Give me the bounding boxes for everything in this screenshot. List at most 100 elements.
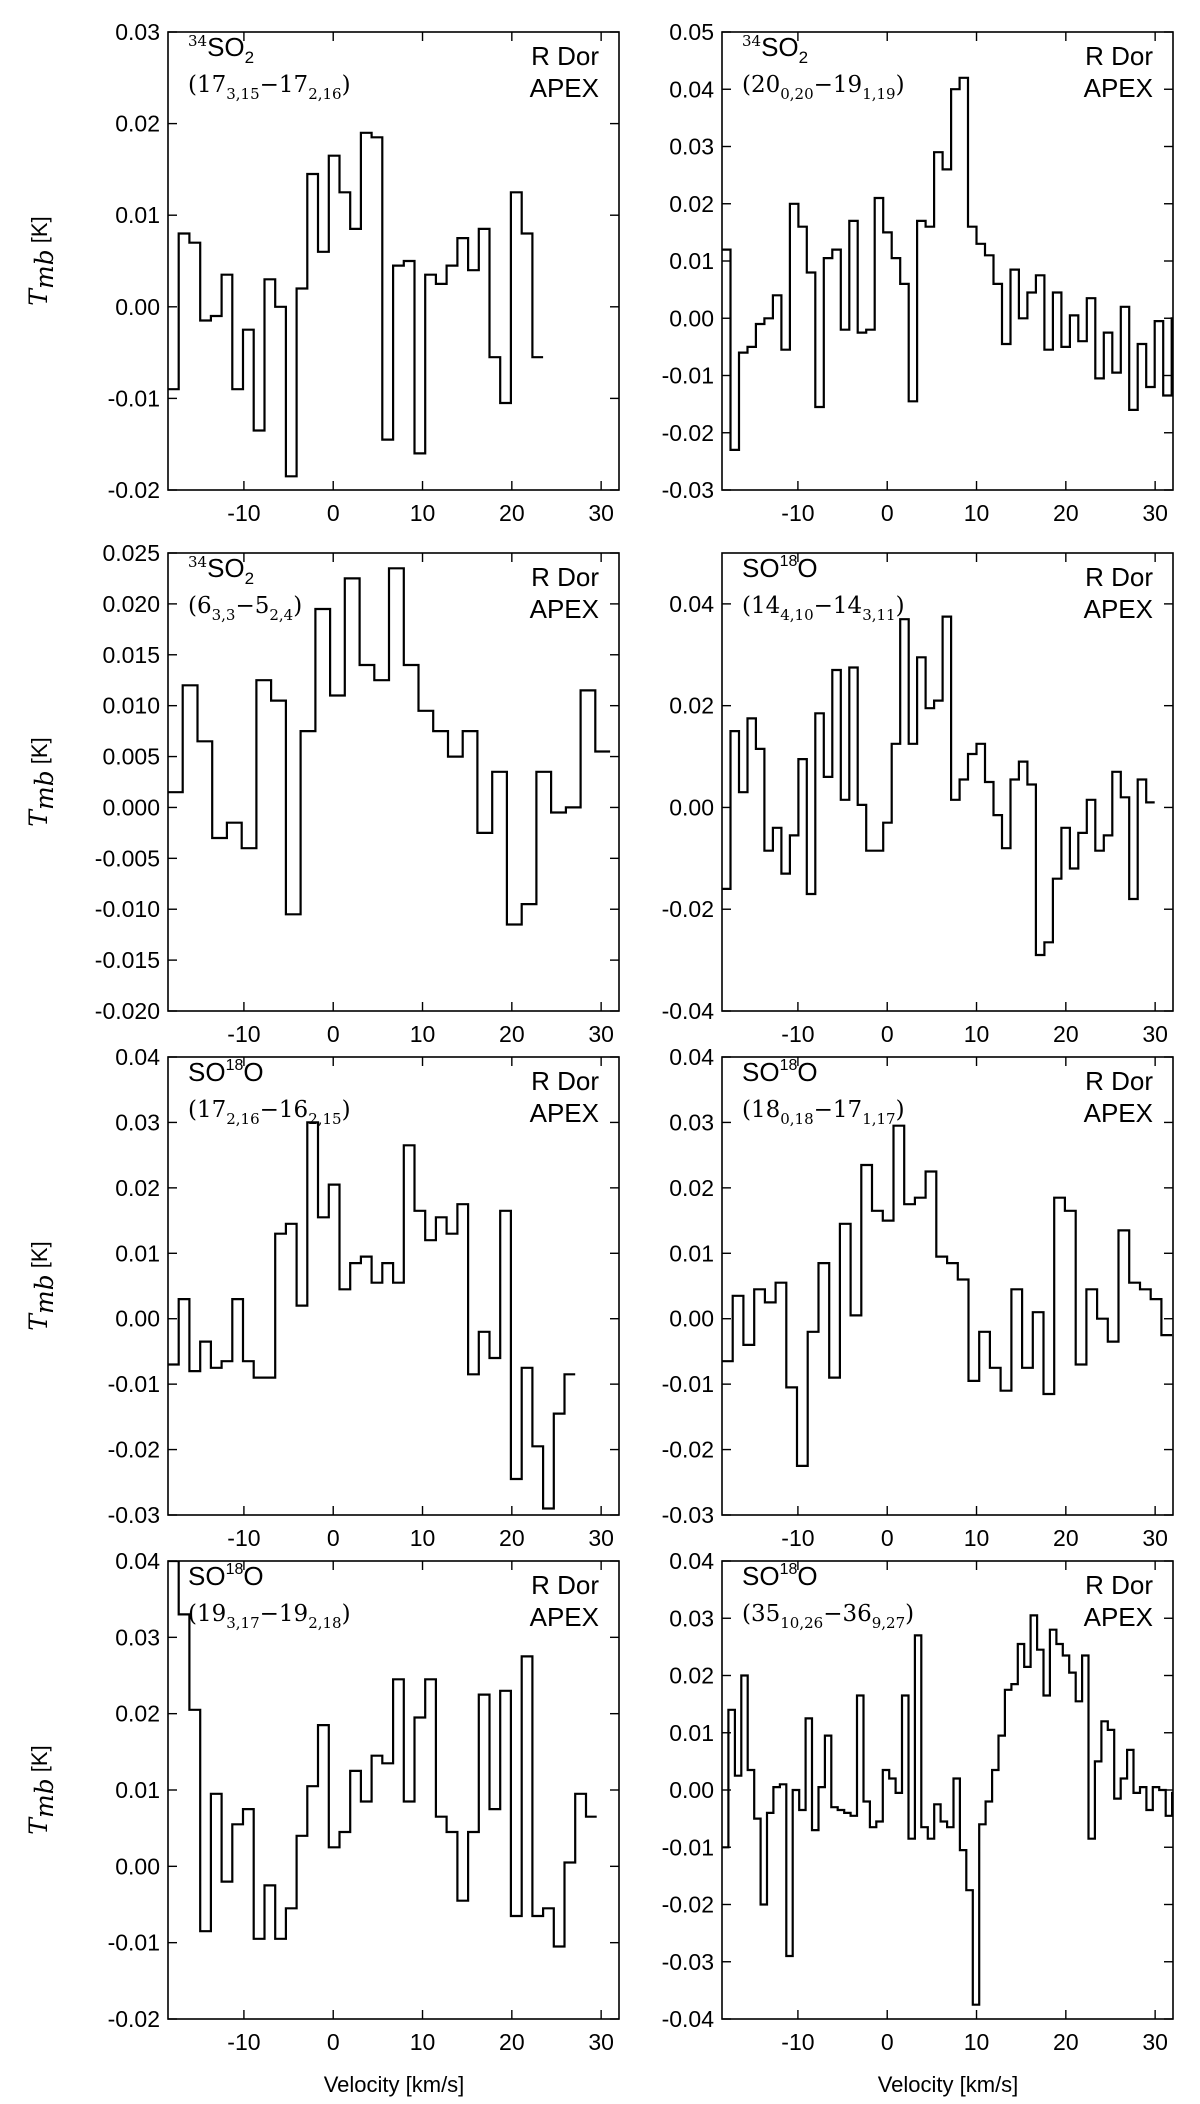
y-tick-label: 0.02 <box>115 1175 160 1201</box>
y-tick-label: -0.03 <box>662 477 714 503</box>
molecule-subscript: 2 <box>245 569 254 588</box>
x-tick-label: 30 <box>1142 1525 1168 1551</box>
transition-label: (200,20−191,19) <box>742 72 905 103</box>
source-label: R Dor <box>531 1066 599 1096</box>
x-tick-label: 0 <box>327 1525 340 1551</box>
spectrum-line <box>722 1124 1173 1467</box>
x-tick-label: -10 <box>781 500 814 526</box>
transition-label: (3510,26−369,27) <box>742 1601 914 1632</box>
plot-frame <box>167 31 620 491</box>
x-tick-label: 0 <box>881 1525 894 1551</box>
transition-upper: (6 <box>188 593 212 619</box>
molecule-label: 34SO2 <box>742 32 808 67</box>
y-tick-label: 0.01 <box>115 202 160 228</box>
panel-1: -10 0 10 20 30 0.03 0.02 0.01 0.00 -0.01 -0.02 Tmb … <box>24 19 620 526</box>
y-tick-label: 0.020 <box>102 591 160 617</box>
y-tick-label: 0.03 <box>669 1605 714 1631</box>
x-tick-label: 0 <box>881 2029 894 2055</box>
transition-lower-subscript: 2,15 <box>308 1110 341 1128</box>
molecule-subscript: 2 <box>245 48 254 67</box>
transition-upper: (20 <box>742 72 780 98</box>
transition-upper: (17 <box>188 72 226 98</box>
isotope-superscript: 18 <box>780 1057 798 1074</box>
y-tick-label: -0.01 <box>108 385 160 411</box>
y-tick-label: -0.04 <box>662 998 715 1024</box>
molecule-label: SO18O <box>742 1561 818 1591</box>
molecule-base: SO <box>188 1057 226 1087</box>
y-tick-label: 0.00 <box>115 294 160 320</box>
panel-6: -10 0 10 20 30 0.04 0.03 0.02 0.01 0.00 -0.01 -0.02… <box>662 1044 1174 1551</box>
spectrum-line <box>168 567 611 926</box>
transition-lower-subscript: 9,27 <box>872 1614 905 1632</box>
telescope-label: APEX <box>530 73 599 103</box>
molecule-subscript: 2 <box>799 48 808 67</box>
y-tick-label: -0.01 <box>108 1371 160 1397</box>
y-tick-label: -0.020 <box>95 998 160 1024</box>
y-tick-label: 0.00 <box>669 305 714 331</box>
y-tick-label: 0.005 <box>102 744 160 770</box>
x-tick-label: 20 <box>1053 500 1079 526</box>
molecule-label: 34SO2 <box>188 553 254 588</box>
x-tick-label: 30 <box>1142 500 1168 526</box>
y-tick-label: 0.010 <box>102 693 160 719</box>
y-tick-label: 0.00 <box>115 1306 160 1332</box>
y-axis-label: Tmb [K] <box>24 737 59 826</box>
molecule-label: SO18O <box>188 1057 264 1087</box>
isotope-superscript: 34 <box>188 553 207 571</box>
y-tick-label: -0.01 <box>662 1371 714 1397</box>
x-tick-label: 10 <box>964 1021 990 1047</box>
transition-close: ) <box>905 1601 914 1627</box>
x-tick-label: 10 <box>410 500 436 526</box>
transition-lower-subscript: 2,16 <box>308 85 341 103</box>
molecule-label: 34SO2 <box>188 32 254 67</box>
source-label: R Dor <box>531 1570 599 1600</box>
y-axis-label-subscript: mb <box>30 1274 59 1314</box>
y-tick-label: 0.04 <box>669 1044 714 1070</box>
y-tick-label: 0.03 <box>115 19 160 45</box>
transition-close: ) <box>342 1097 351 1123</box>
x-tick-label: 10 <box>410 1021 436 1047</box>
transition-lower-subscript: 2,18 <box>308 1614 341 1632</box>
source-label: R Dor <box>1085 41 1153 71</box>
x-tick-label: 20 <box>1053 1021 1079 1047</box>
transition-lower: −17 <box>260 72 309 98</box>
x-tick-label: 30 <box>588 1525 614 1551</box>
panel-2: -10 0 10 20 30 0.05 0.04 0.03 0.02 0.01 0.00 -0.01 -… <box>662 19 1174 526</box>
transition-lower: −16 <box>260 1097 309 1123</box>
transition-label: (144,10−143,11) <box>742 593 905 624</box>
y-tick-label: -0.02 <box>108 2006 160 2032</box>
y-tick-label: 0.01 <box>669 1720 714 1746</box>
x-tick-label: 0 <box>327 500 340 526</box>
x-tick-label: 30 <box>588 1021 614 1047</box>
y-tick-label: -0.03 <box>108 1502 160 1528</box>
molecule-base: SO <box>742 1057 780 1087</box>
y-tick-label: 0.02 <box>669 693 714 719</box>
telescope-label: APEX <box>530 1098 599 1128</box>
y-tick-label: 0.01 <box>115 1240 160 1266</box>
transition-upper-subscript: 0,20 <box>780 85 813 103</box>
x-tick-label: -10 <box>227 2029 260 2055</box>
plot-frame <box>167 552 620 1012</box>
y-tick-label: 0.04 <box>115 1548 160 1574</box>
telescope-label: APEX <box>1084 73 1153 103</box>
x-axis-label-left: Velocity [km/s] <box>324 2072 465 2097</box>
transition-upper: (35 <box>742 1601 780 1627</box>
y-tick-label: 0.00 <box>669 1306 714 1332</box>
transition-label: (180,18−171,17) <box>742 1097 905 1128</box>
plot-frame <box>167 1056 620 1516</box>
y-axis-label-symbol: T <box>24 808 53 827</box>
y-axis-label: Tmb [K] <box>24 216 59 305</box>
transition-lower: −5 <box>235 593 269 619</box>
y-axis-label-unit: [K] <box>27 737 52 770</box>
molecule-base: SO <box>207 32 245 62</box>
x-tick-label: 20 <box>499 500 525 526</box>
molecule-suffix: O <box>243 1057 263 1087</box>
spectrum-line <box>722 76 1173 451</box>
y-tick-label: 0.04 <box>669 591 714 617</box>
panel-3: -10 0 10 20 30 0.025 0.020 0.015 0.010 0.005 0.000… <box>24 540 620 1047</box>
molecule-label: SO18O <box>742 1057 818 1087</box>
y-tick-label: -0.010 <box>95 896 160 922</box>
molecule-base: SO <box>761 32 799 62</box>
x-tick-label: 30 <box>588 2029 614 2055</box>
spectrum-line <box>722 615 1155 957</box>
